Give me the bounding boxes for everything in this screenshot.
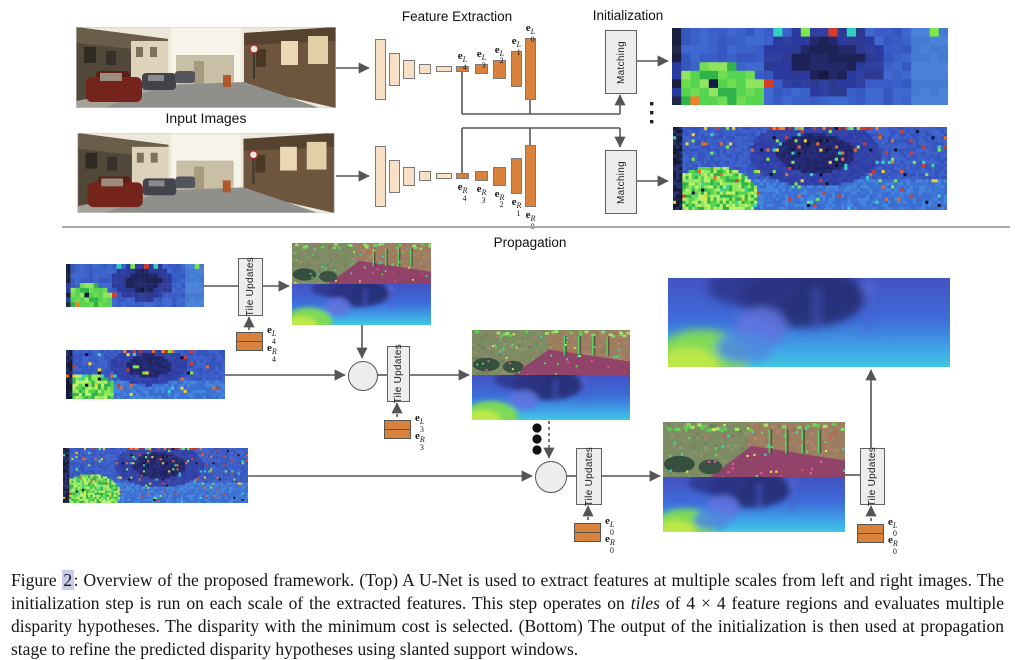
decoder-feature-bar: [475, 64, 488, 74]
decoder-feature-bar: [525, 38, 536, 100]
refined-disparity-3: [663, 477, 845, 532]
caption-part1: : Overview of the proposed framework. (T…: [11, 569, 1004, 613]
matching-box-1: Matching: [605, 30, 637, 94]
init-cost-map-fine: [673, 127, 947, 210]
connector-overlay: [204, 55, 877, 521]
matching-box-2-label: Matching: [615, 160, 627, 204]
propagation-ellipsis-dots: [532, 423, 542, 455]
propagation-input-map-scale4: [66, 264, 204, 307]
section-divider: [62, 226, 1010, 228]
final-disparity-output: [668, 278, 950, 367]
merge-node-2: [535, 461, 567, 493]
decoder-feature-bar: [525, 145, 536, 207]
encoder-feature-bar: [403, 166, 415, 186]
initialization-label: Initialization: [592, 8, 664, 23]
tile-updates-box-1-label: Tile Updates: [245, 257, 256, 317]
encoder-feature-bar: [436, 173, 452, 179]
refined-tiles-1: [292, 243, 431, 284]
encoder-feature-bar: [403, 59, 415, 79]
encoder-feature-bar: [375, 38, 386, 100]
decoder-feature-bar: [493, 166, 506, 186]
encoder-feature-bar: [436, 66, 452, 72]
feature-bar-right: [574, 532, 601, 542]
input-image-left: [76, 27, 336, 108]
refined-tiles-2: [472, 330, 630, 375]
decoder-feature-bar: [511, 158, 522, 194]
input-images-label: Input Images: [165, 110, 247, 126]
decoder-feature-bar: [475, 171, 488, 181]
decoder-feature-bar: [456, 66, 469, 72]
init-cost-map-coarse: [672, 28, 948, 105]
encoder-feature-bar: [389, 159, 400, 193]
feature-bar-right: [857, 533, 884, 543]
feature-bar-right: [236, 341, 263, 351]
encoder-feature-bar: [389, 52, 400, 86]
caption-italic-tiles: tiles: [630, 592, 660, 613]
refined-tiles-3: [663, 422, 845, 477]
framework-figure: Feature Extraction Initialization Input …: [62, 8, 1010, 556]
tile-updates-box-2: Tile Updates: [387, 344, 410, 404]
matching-box-1-label: Matching: [615, 40, 627, 84]
decoder-feature-bar: [493, 59, 506, 79]
feature-bar-right: [384, 429, 411, 439]
tile-updates-box-2-label: Tile Updates: [393, 344, 404, 404]
tile-updates-box-4-label: Tile Updates: [867, 446, 878, 507]
tile-updates-box-3: Tile Updates: [576, 446, 602, 507]
refined-disparity-1: [292, 284, 431, 325]
decoder-feature-bar: [511, 51, 522, 87]
decoder-feature-bar: [456, 173, 469, 179]
figure-number-link[interactable]: 2: [61, 569, 74, 590]
encoder-feature-bar: [375, 145, 386, 207]
encoder-feature-bar: [419, 171, 431, 181]
tile-updates-box-4: Tile Updates: [860, 446, 885, 507]
propagation-label: Propagation: [493, 235, 567, 250]
feature-extraction-label: Feature Extraction: [401, 9, 513, 24]
refined-disparity-2: [472, 375, 630, 420]
tile-updates-box-3-label: Tile Updates: [583, 446, 595, 507]
input-image-right: [77, 133, 335, 213]
propagation-input-map-scale3: [66, 350, 225, 399]
matching-box-2: Matching: [605, 150, 637, 214]
propagation-input-map-scale0: [63, 448, 248, 503]
merge-node-1: [348, 361, 378, 391]
caption-prefix: Figure: [11, 569, 62, 590]
unet-feature-extractor-right: eR4eR3eR2eR1eR0: [373, 143, 543, 231]
caption-part2: of 4 × 4 feature regions and evaluates m…: [11, 592, 1005, 660]
figure-caption: Figure 2: Overview of the proposed frame…: [11, 569, 1004, 660]
init-ellipsis-dots: [650, 102, 654, 124]
encoder-feature-bar: [419, 64, 431, 74]
tile-updates-box-1: Tile Updates: [238, 257, 263, 317]
